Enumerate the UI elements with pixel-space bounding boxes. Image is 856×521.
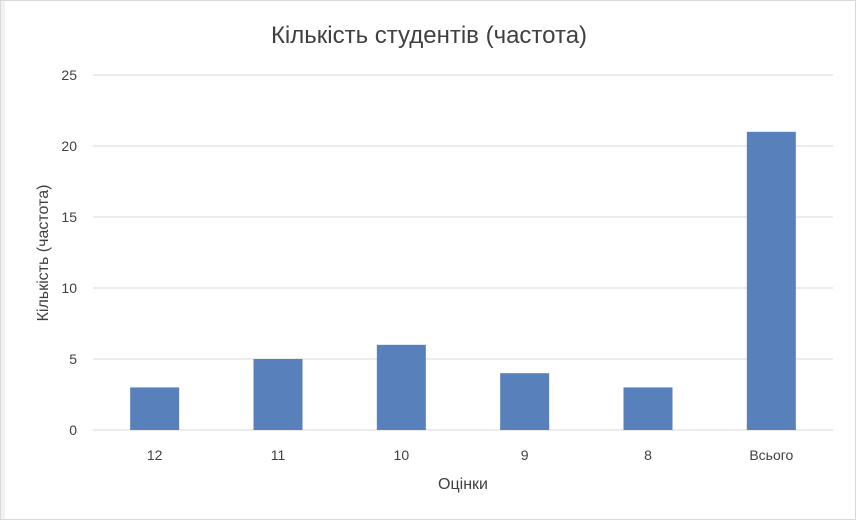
bar <box>500 373 550 430</box>
bar <box>130 387 180 430</box>
y-axis-ticks: 0 5 10 15 20 25 <box>61 67 77 438</box>
bar <box>253 359 303 430</box>
y-tick-label: 20 <box>61 138 77 154</box>
bar <box>746 131 796 431</box>
y-tick-label: 0 <box>69 422 77 438</box>
x-tick-label: 11 <box>271 447 286 463</box>
x-tick-label: 8 <box>644 447 652 463</box>
x-axis-title: Оцінки <box>438 476 488 493</box>
gridlines <box>93 74 833 431</box>
y-tick-label: 10 <box>61 280 77 296</box>
x-tick-label: 10 <box>394 447 410 463</box>
x-tick-label: 9 <box>521 447 529 463</box>
y-tick-label: 25 <box>61 67 77 83</box>
bars <box>130 131 796 431</box>
y-tick-label: 5 <box>69 351 77 367</box>
chart-title: Кількість студентів (частота) <box>271 22 587 49</box>
x-axis-ticks: 12 11 10 9 8 Всього <box>147 447 794 463</box>
x-tick-label: 12 <box>147 447 163 463</box>
bar <box>376 344 426 430</box>
y-axis-title: Кількість (частота) <box>35 185 52 322</box>
x-tick-label: Всього <box>749 447 793 463</box>
bar <box>623 387 673 430</box>
y-tick-label: 15 <box>61 209 77 225</box>
